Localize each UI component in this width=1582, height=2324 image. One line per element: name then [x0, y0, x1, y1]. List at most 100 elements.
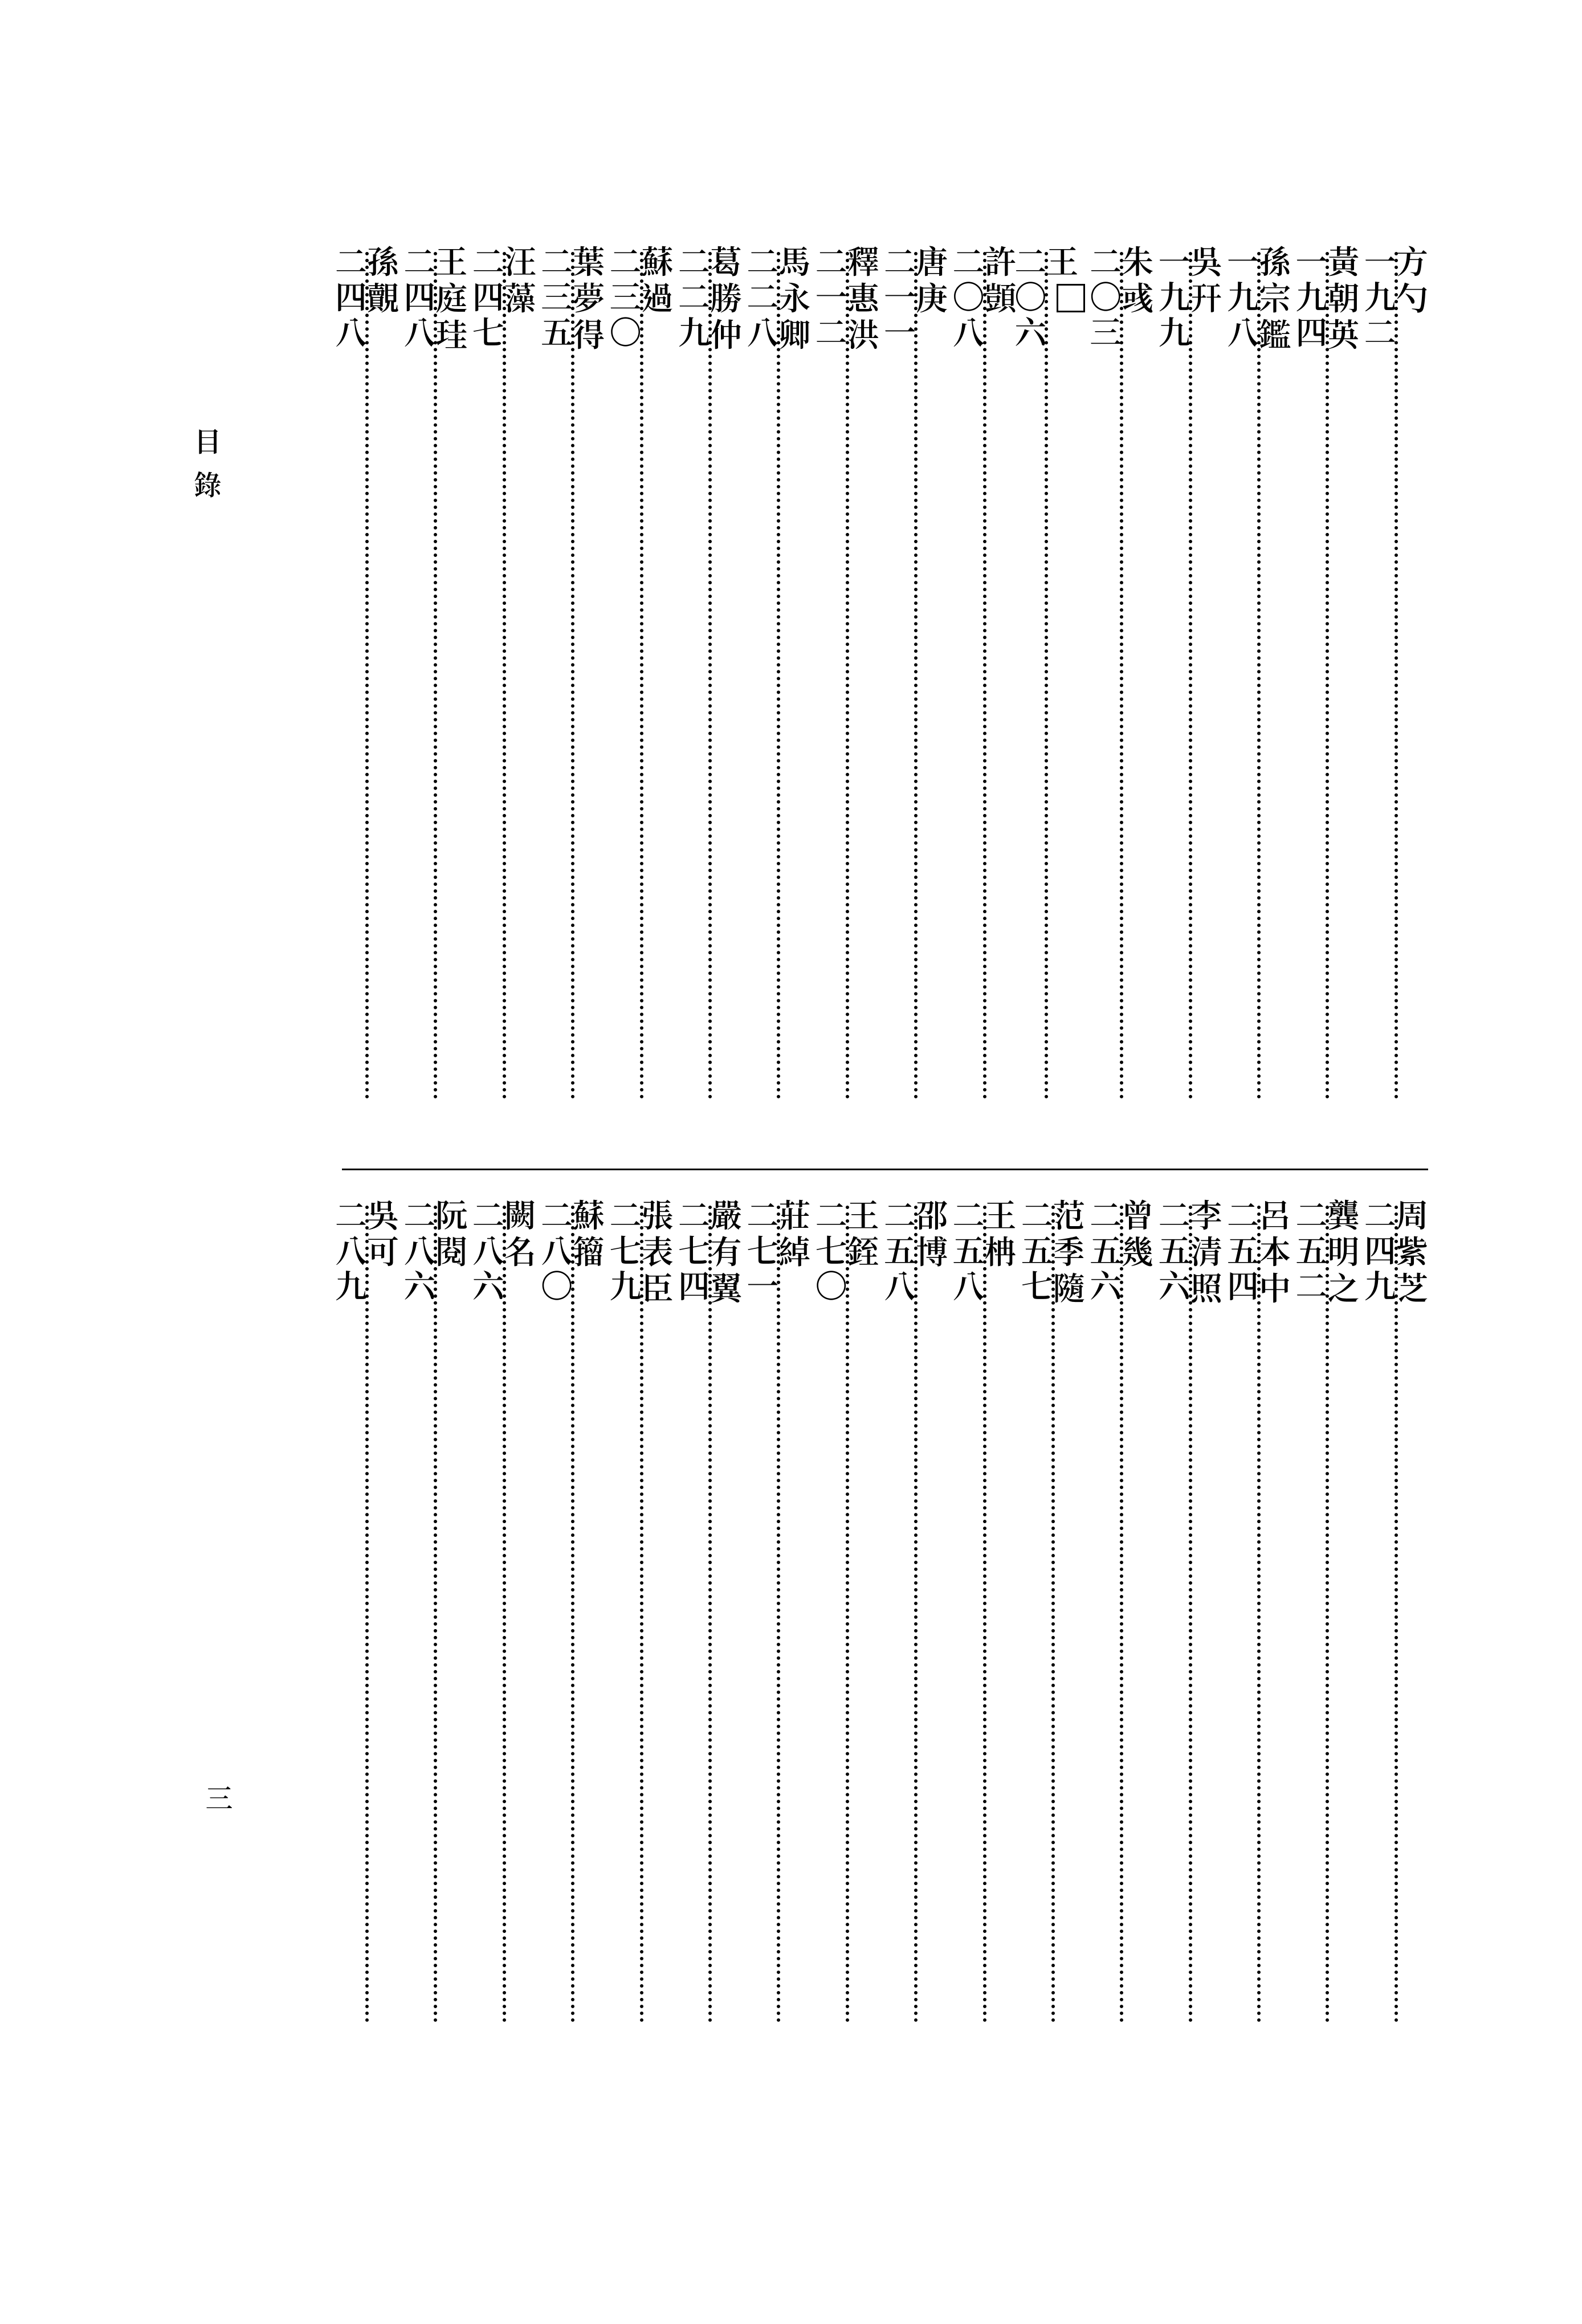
toc-entry: 蘇籀二八〇 — [548, 1199, 605, 2029]
toc-entry: 方勺一九二 — [1371, 245, 1428, 1106]
toc-entry-page: 二八〇 — [541, 1199, 573, 2029]
toc-entry-page: 二〇六 — [1014, 245, 1046, 1106]
toc-entry-page: 二〇八 — [953, 245, 985, 1106]
toc-entry-page: 一九九 — [1159, 245, 1190, 1106]
toc-entry: 曾幾二五六 — [1096, 1199, 1153, 2029]
toc-entry-page: 二五八 — [884, 1199, 916, 2029]
toc-entry: 葛勝仲二二九 — [685, 245, 742, 1106]
missing-character-box — [1057, 284, 1085, 312]
toc-entry-name: 朱彧 — [1122, 245, 1153, 1106]
toc-entry-name: 馬永卿 — [778, 245, 810, 1106]
toc-entry-page: 二七九 — [610, 1199, 642, 2029]
section-label: 目錄 — [188, 428, 227, 514]
toc-entry: 王銍二七〇 — [822, 1199, 879, 2029]
toc-entry-name: 王柟 — [985, 1199, 1017, 2029]
toc-entry-page: 一九二 — [1364, 245, 1396, 1106]
toc-entry-page: 二五二 — [1295, 1199, 1327, 2029]
toc-entry-page: 二七〇 — [816, 1199, 847, 2029]
toc-entry-page: 二四九 — [1364, 1199, 1396, 2029]
toc-entry-name: 李清照 — [1190, 1199, 1222, 2029]
toc-entry: 龔明之二五二 — [1302, 1199, 1359, 2029]
toc-entry-page: 一九四 — [1295, 245, 1327, 1106]
toc-entry: 葉夢得二三五 — [548, 245, 605, 1106]
toc-entry: 范季隨二五七 — [1028, 1199, 1085, 2029]
toc-entry: 王二〇六 — [1028, 245, 1085, 1106]
toc-entry-page: 二五六 — [1159, 1199, 1190, 2029]
toc-entry: 阮閱二八六 — [410, 1199, 467, 2029]
toc-entry: 莊綽二七一 — [753, 1199, 810, 2029]
toc-entry-page: 一九八 — [1227, 245, 1259, 1106]
toc-block-lower: 周紫芝二四九龔明之二五二呂本中二五四李清照二五六曾幾二五六范季隨二五七王柟二五八… — [342, 1169, 1428, 2029]
toc-entry: 朱彧二〇三 — [1096, 245, 1153, 1106]
toc-entry: 孫宗鑑一九八 — [1234, 245, 1291, 1106]
toc-entry: 吳可二八九 — [342, 1199, 399, 2029]
toc-entry: 王柟二五八 — [960, 1199, 1017, 2029]
toc-entry: 呂本中二五四 — [1234, 1199, 1291, 2029]
toc-entry-name: 阮閱 — [435, 1199, 467, 2029]
toc-entry-name: 王銍 — [847, 1199, 879, 2029]
toc-entry-name: 范季隨 — [1053, 1199, 1085, 2029]
toc-entry-page: 二七四 — [678, 1199, 710, 2029]
toc-entry-name: 蘇籀 — [573, 1199, 605, 2029]
toc-entry: 馬永卿二二八 — [753, 245, 810, 1106]
toc-entry-name: 吳可 — [367, 1199, 399, 2029]
toc-entry-page: 二一一 — [884, 245, 916, 1106]
toc-entry-name: 葉夢得 — [573, 245, 605, 1106]
toc-entry-name: 黃朝英 — [1327, 245, 1359, 1106]
toc-entry-page: 二三五 — [541, 245, 573, 1106]
toc-entry-name: 張表臣 — [642, 1199, 674, 2029]
toc-entry-page: 二八六 — [403, 1199, 435, 2029]
toc-entry-page: 二三〇 — [610, 245, 642, 1106]
toc-entry-name: 釋惠洪 — [847, 245, 879, 1106]
toc-entry-name: 蘇過 — [642, 245, 674, 1106]
toc-entry-page: 二八六 — [472, 1199, 504, 2029]
toc-entry-name: 王 — [1046, 245, 1085, 1106]
toc-entry: 唐庚二一一 — [891, 245, 948, 1106]
toc-entry: 周紫芝二四九 — [1371, 1199, 1428, 2029]
toc-entry: 闕名二八六 — [479, 1199, 536, 2029]
toc-entry: 蘇過二三〇 — [617, 245, 674, 1106]
toc-entry: 李清照二五六 — [1165, 1199, 1222, 2029]
toc-entry: 汪藻二四七 — [479, 245, 536, 1106]
toc-entry-page: 二二八 — [747, 245, 778, 1106]
toc-entry-name: 周紫芝 — [1396, 1199, 1428, 2029]
toc-entry-name: 孫宗鑑 — [1259, 245, 1291, 1106]
toc-entry-name: 王庭珪 — [435, 245, 467, 1106]
toc-entry-page: 二五四 — [1227, 1199, 1259, 2029]
toc-entry-name: 葛勝仲 — [710, 245, 742, 1106]
toc-page: 目錄 三 方勺一九二黃朝英一九四孫宗鑑一九八吳幵一九九朱彧二〇三王二〇六許顗二〇… — [154, 245, 1428, 2079]
toc-entry-name: 唐庚 — [916, 245, 948, 1106]
toc-entry-name: 闕名 — [504, 1199, 536, 2029]
toc-entry-name: 吳幵 — [1190, 245, 1222, 1106]
toc-entry-page: 二四七 — [472, 245, 504, 1106]
toc-entry: 黃朝英一九四 — [1302, 245, 1359, 1106]
toc-entry-page: 二八九 — [335, 1199, 367, 2029]
toc-entry-name: 嚴有翼 — [710, 1199, 742, 2029]
toc-entry: 許顗二〇八 — [960, 245, 1017, 1106]
toc-entry-name: 孫覿 — [367, 245, 399, 1106]
toc-entry: 王庭珪二四八 — [410, 245, 467, 1106]
toc-entry-name: 曾幾 — [1122, 1199, 1153, 2029]
toc-entry-page: 二五六 — [1090, 1199, 1122, 2029]
toc-entry-page: 二二九 — [678, 245, 710, 1106]
toc-entry-name: 邵博 — [916, 1199, 948, 2029]
toc-entry: 釋惠洪二一二 — [822, 245, 879, 1106]
toc-entry: 張表臣二七九 — [617, 1199, 674, 2029]
toc-block-upper: 方勺一九二黃朝英一九四孫宗鑑一九八吳幵一九九朱彧二〇三王二〇六許顗二〇八唐庚二一… — [342, 245, 1428, 1106]
toc-entry-name: 汪藻 — [504, 245, 536, 1106]
toc-entry-page: 二五八 — [953, 1199, 985, 2029]
toc-entry-page: 二〇三 — [1090, 245, 1122, 1106]
toc-entry: 邵博二五八 — [891, 1199, 948, 2029]
toc-entry: 嚴有翼二七四 — [685, 1199, 742, 2029]
toc-entry-page: 二四八 — [403, 245, 435, 1106]
toc-entry-name: 許顗 — [985, 245, 1017, 1106]
page-number: 三 — [199, 1784, 239, 1812]
toc-entry: 吳幵一九九 — [1165, 245, 1222, 1106]
toc-entry-name: 方勺 — [1396, 245, 1428, 1106]
toc-entry: 孫覿二四八 — [342, 245, 399, 1106]
toc-entry-name: 呂本中 — [1259, 1199, 1291, 2029]
toc-entry-page: 二一二 — [816, 245, 847, 1106]
toc-entry-page: 二七一 — [747, 1199, 778, 2029]
toc-entry-page: 二五七 — [1021, 1199, 1053, 2029]
toc-entry-page: 二四八 — [335, 245, 367, 1106]
